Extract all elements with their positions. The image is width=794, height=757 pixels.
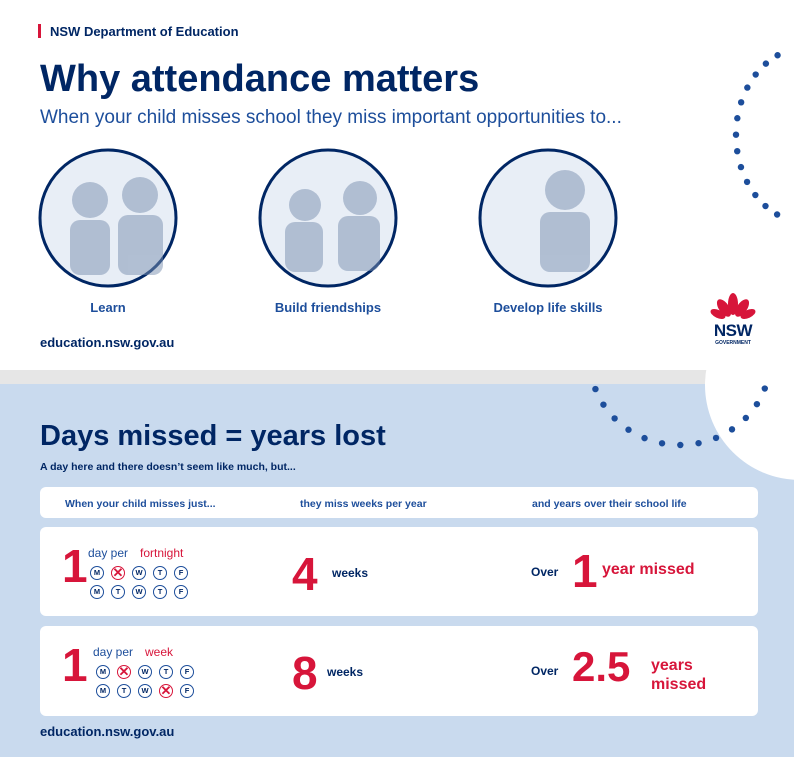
weekday: F [180, 684, 194, 698]
url: education.nsw.gov.au [40, 724, 175, 739]
weekday: T [153, 566, 167, 580]
dot [625, 426, 632, 433]
weekday: M [96, 684, 110, 698]
dot [592, 385, 599, 393]
logo-sub: GOVERNMENT [715, 340, 751, 346]
dot [762, 60, 770, 67]
weekday: W [132, 585, 146, 599]
logo-name: NSW [713, 321, 753, 340]
weeks-label: weeks [327, 665, 364, 679]
header: they miss weeks per year [300, 498, 427, 510]
dot [695, 439, 702, 447]
item-label: Build friendships [274, 300, 382, 315]
period: fortnight [140, 546, 184, 560]
dot [737, 99, 745, 106]
dot [753, 400, 761, 408]
org: NSW Department of Education [50, 24, 239, 39]
weekday: T [159, 665, 173, 679]
dot [744, 84, 751, 91]
years-label: year missed [602, 561, 695, 578]
header-bar [40, 487, 758, 518]
weekday: M [90, 585, 104, 599]
weekday: W [132, 566, 146, 580]
dot [737, 163, 745, 171]
over: Over [531, 565, 559, 579]
header: When your child misses just... [65, 498, 216, 510]
title: Why attendance matters [40, 58, 480, 100]
weekday: F [180, 665, 194, 679]
unit: day per [88, 546, 129, 560]
dot [712, 434, 720, 442]
dot [752, 71, 759, 78]
weekday-missed: ✕ [117, 664, 131, 679]
dot [677, 441, 684, 449]
period: week [145, 645, 174, 659]
count: 1 [62, 639, 88, 691]
weekday: T [111, 585, 125, 599]
dot [658, 440, 666, 447]
weeks: 8 [292, 647, 318, 699]
dot [734, 115, 741, 122]
section-title: Days missed = years lost [40, 420, 386, 452]
over: Over [531, 664, 559, 678]
dot [728, 426, 736, 433]
dot [774, 52, 781, 59]
subtitle: When your child misses school they miss … [40, 107, 622, 128]
weeks: 4 [292, 548, 318, 600]
weekday: T [117, 684, 131, 698]
dot [743, 178, 751, 186]
weekday: M [96, 665, 110, 679]
item-label: Learn [90, 300, 126, 315]
weekday: W [138, 665, 152, 679]
count: 1 [62, 540, 88, 592]
dot [742, 414, 750, 422]
dot [734, 147, 741, 155]
url: education.nsw.gov.au [40, 335, 175, 350]
dot [773, 211, 781, 218]
weekday: F [174, 585, 188, 599]
weekday-missed: ✕ [111, 565, 125, 580]
weekday: W [138, 684, 152, 698]
dot [752, 191, 759, 199]
unit: day per [93, 645, 134, 659]
years-label: years missed [651, 657, 707, 693]
item-label: Develop life skills [493, 300, 603, 315]
intro: A day here and there doesn’t seem like m… [40, 461, 296, 473]
years: 2.5 [572, 643, 631, 690]
weeks-label: weeks [332, 566, 369, 580]
weekday: T [153, 585, 167, 599]
dot [761, 385, 768, 392]
weekday: F [174, 566, 188, 580]
dot [641, 434, 648, 442]
weekday-missed: ✕ [159, 683, 173, 698]
weekday: M [90, 566, 104, 580]
dot [611, 415, 618, 422]
header: and years over their school life [532, 498, 687, 510]
dot [600, 401, 607, 408]
dot [732, 131, 740, 138]
years: 1 [572, 545, 598, 597]
dot [762, 202, 769, 210]
